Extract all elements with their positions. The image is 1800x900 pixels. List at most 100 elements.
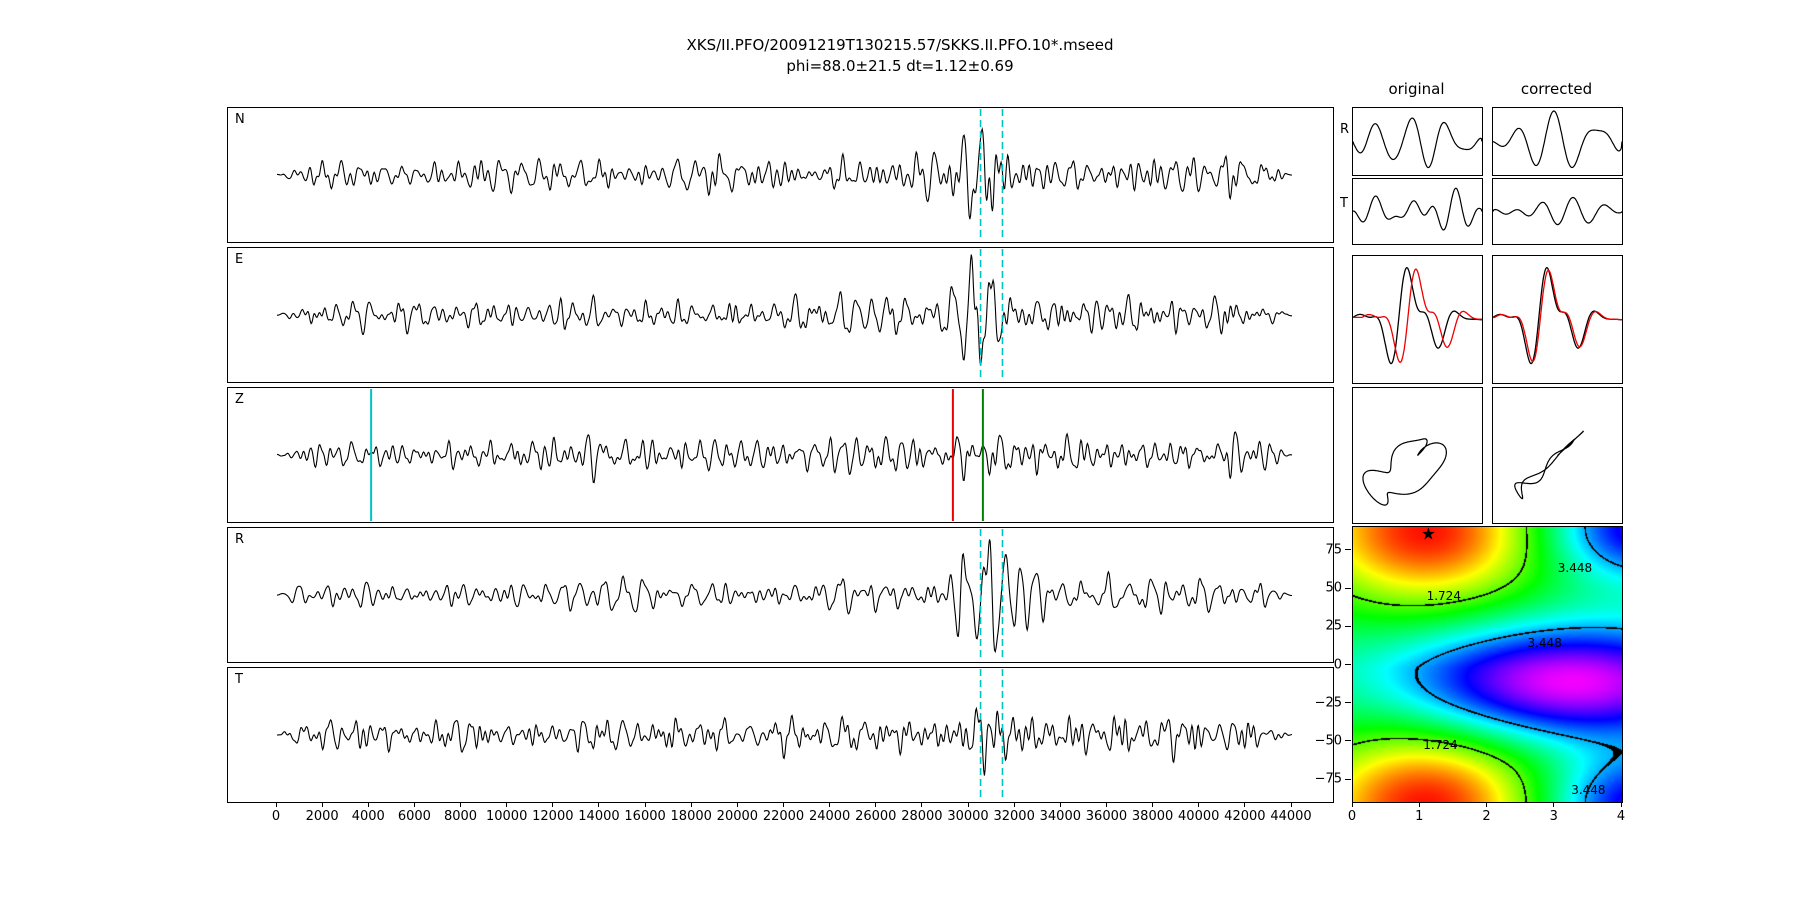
error-surface-heatmap [1353, 527, 1622, 802]
x-tick-label: 24000 [808, 809, 851, 824]
tick-mark [690, 803, 692, 807]
x-tick-label: 38000 [1131, 809, 1174, 824]
tick-mark [1198, 803, 1200, 807]
windowed-waveform [1493, 110, 1622, 169]
contour-label: 3.448 [1557, 561, 1593, 576]
seismogram-Z [276, 389, 1293, 521]
x-tick-label: 0 [271, 809, 281, 824]
tick-mark [1244, 803, 1246, 807]
tick-mark [1553, 803, 1555, 807]
seismogram-trace-R [276, 539, 1292, 654]
particle-motion-corrected-panel [1492, 387, 1623, 524]
x-tick-label: 1 [1415, 809, 1424, 824]
y-tick-label: 75 [1325, 542, 1342, 558]
fast-slow-overlay-original-panel [1352, 255, 1483, 384]
figure-title: XKS/II.PFO/20091219T130215.57/SKKS.II.PF… [686, 36, 1114, 54]
seismogram-R [276, 529, 1292, 661]
windowed-r-corrected-panel [1492, 107, 1623, 176]
tick-mark [1345, 740, 1351, 742]
pm-row-label-r: R [1340, 122, 1350, 137]
x-tick-label: 6000 [397, 809, 431, 824]
trace-label-z: Z [235, 392, 244, 407]
tick-mark [1345, 587, 1351, 589]
particle-motion [1514, 430, 1585, 500]
x-tick-label: 40000 [1178, 809, 1220, 824]
tick-mark [275, 803, 277, 807]
best-solution-star: ★ [1420, 524, 1436, 545]
tick-mark [921, 803, 923, 807]
windowed-trace [1353, 117, 1482, 169]
x-tick-label: 36000 [1085, 809, 1128, 824]
fast-slow-overlay-corrected-panel [1492, 255, 1623, 384]
windowed-trace [1493, 196, 1622, 226]
tick-mark [1418, 803, 1420, 807]
seismogram-E [276, 249, 1292, 381]
column-header-original: original [1388, 80, 1445, 98]
x-tick-label: 14000 [578, 809, 620, 824]
tick-mark [1486, 803, 1487, 807]
y-tick-label: 50 [1325, 580, 1342, 596]
tick-mark [967, 803, 969, 807]
figure-subtitle: phi=88.0±21.5 dt=1.12±0.69 [786, 57, 1014, 75]
x-tick-label: 30000 [947, 809, 989, 824]
tick-mark [598, 803, 600, 807]
x-tick-label: 28000 [901, 809, 943, 824]
x-tick-label: 16000 [624, 809, 666, 824]
tick-mark [1620, 803, 1622, 807]
error-surface-panel: 1.724 1.724 3.448 3.448 3.448 ★ [1352, 526, 1623, 803]
windowed-waveform [1353, 187, 1482, 231]
y-tick-label: −75 [1314, 771, 1342, 787]
trace-panel-r: R [227, 527, 1334, 663]
tick-mark [644, 803, 646, 807]
tick-mark [1351, 803, 1353, 807]
contour-label: 1.724 [1426, 588, 1461, 603]
seismogram-trace-N [277, 126, 1293, 220]
windowed-waveform [1493, 196, 1622, 226]
seismogram-trace-Z [276, 431, 1293, 484]
tick-mark [1059, 803, 1061, 807]
trace-panel-t: T [227, 667, 1334, 803]
tick-mark [460, 803, 462, 807]
pm-trace [1362, 438, 1448, 506]
tick-mark [1105, 803, 1107, 807]
x-tick-label: 10000 [485, 809, 528, 824]
tick-mark [1152, 803, 1154, 807]
x-tick-label: 3 [1549, 809, 1558, 824]
tick-mark [552, 803, 554, 807]
x-tick-label: 2 [1482, 809, 1491, 824]
tick-mark [1290, 803, 1292, 807]
contour-label: 3.448 [1527, 636, 1562, 651]
trace-panel-n: N [227, 107, 1334, 243]
pm-trace [1514, 430, 1585, 500]
tick-mark [367, 803, 369, 807]
particle-motion [1362, 438, 1448, 506]
tick-mark [1345, 664, 1351, 665]
trace-label-e: E [235, 252, 244, 267]
windowed-r-original-panel [1352, 107, 1483, 176]
tick-mark [829, 803, 831, 807]
trace-label-n: N [235, 112, 245, 127]
x-tick-label: 22000 [762, 809, 805, 824]
tick-mark [413, 803, 415, 807]
seismogram-N [277, 109, 1293, 241]
windowed-t-original-panel [1352, 178, 1483, 245]
slow-trace [1493, 269, 1622, 363]
x-tick-label: 8000 [443, 809, 478, 824]
x-tick-label: 44000 [1270, 809, 1312, 824]
y-tick-label: 0 [1333, 657, 1342, 672]
x-tick-label: 18000 [670, 809, 712, 824]
trace-label-t: T [235, 672, 243, 687]
x-tick-label: 12000 [532, 809, 574, 824]
windowed-t-corrected-panel [1492, 178, 1623, 245]
x-tick-label: 42000 [1224, 809, 1266, 824]
pm-row-label-t: T [1340, 196, 1348, 211]
tick-mark [1345, 778, 1351, 780]
slow-trace [1353, 268, 1482, 364]
windowed-trace [1353, 187, 1482, 231]
seismogram-T [276, 669, 1293, 801]
tick-mark [1345, 625, 1351, 627]
x-tick-label: 20000 [716, 809, 759, 824]
seismogram-trace-T [276, 706, 1293, 776]
trace-label-r: R [235, 532, 245, 547]
